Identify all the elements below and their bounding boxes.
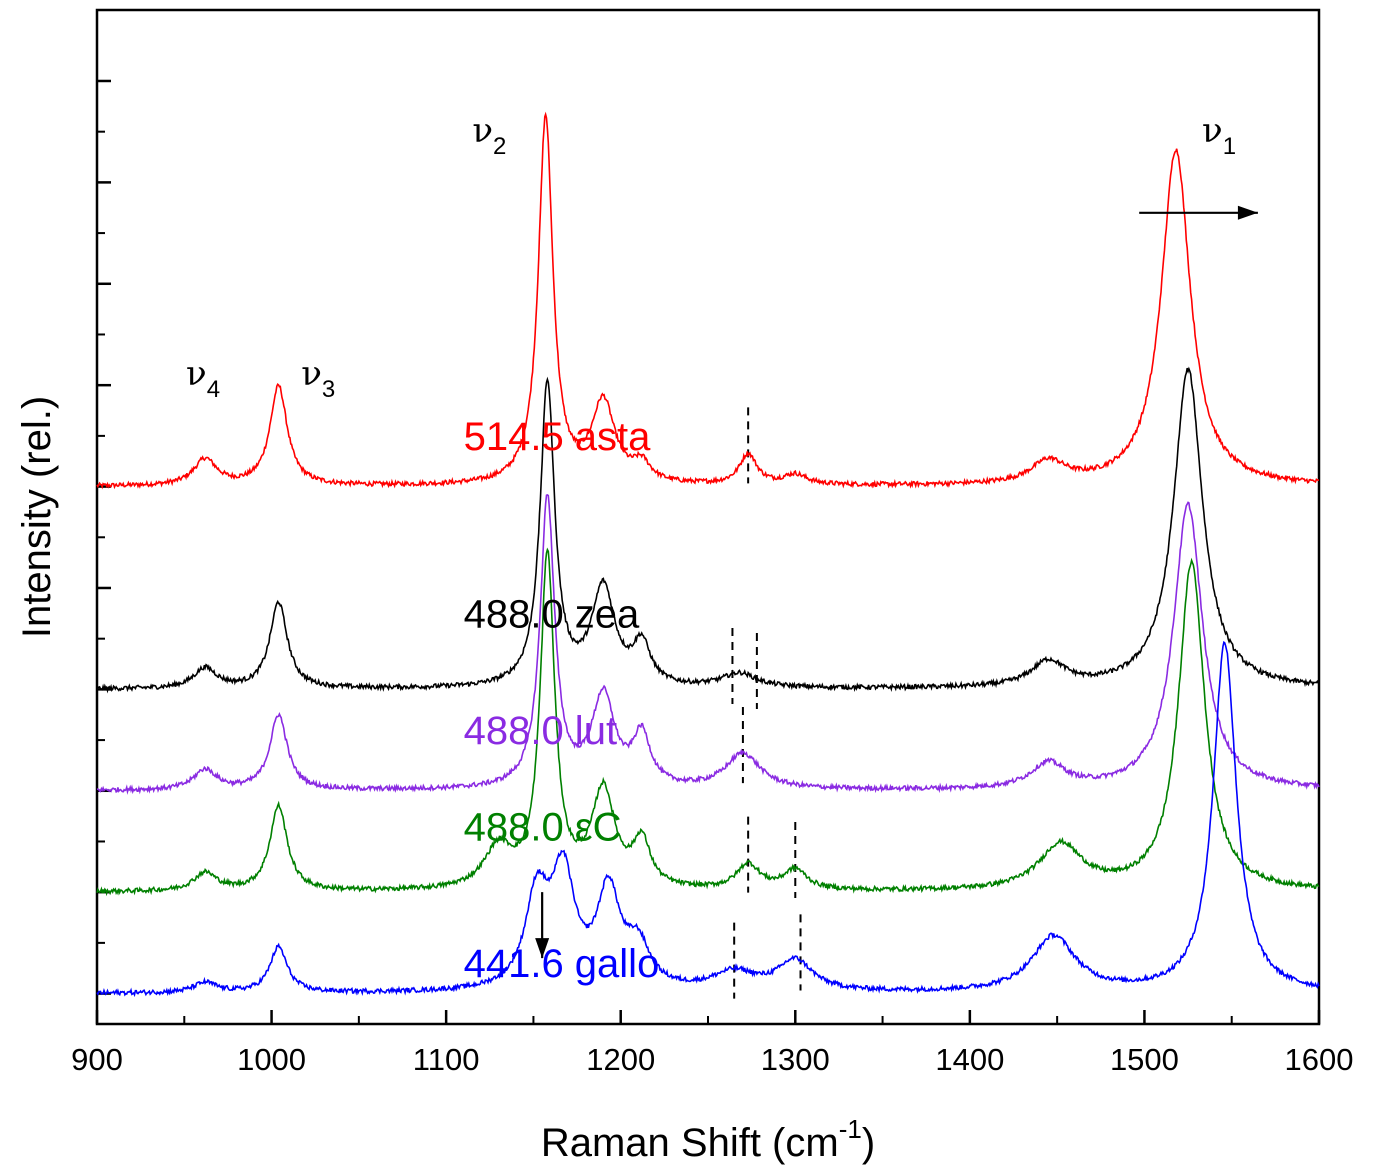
x-axis-title-main: Raman Shift (cm: [541, 1121, 839, 1165]
series-lines: [96, 111, 1320, 998]
x-tick-label-3: 1200: [586, 1042, 655, 1077]
series-label-1: 488.0 zea: [464, 592, 640, 636]
arrow-head-0: [535, 938, 550, 959]
dashed-markers: [731, 407, 802, 999]
mode-symbol-3: ν: [1202, 111, 1223, 151]
x-tick-label-4: 1300: [761, 1042, 830, 1077]
mode-sub-3: 1: [1223, 133, 1236, 160]
series-line-0: [96, 111, 1319, 490]
mode-label-3: ν1: [1202, 111, 1236, 160]
x-tick-labels: 900 1000 1100 1200 1300 1400 1500 1600: [71, 1042, 1353, 1077]
mode-symbol-1: ν: [301, 354, 322, 394]
series-labels: 514.5 asta 488.0 zea 488.0 lut 488.0 εC 441.…: [464, 415, 660, 986]
series-label-2: 488.0 lut: [464, 709, 617, 753]
series-line-2: [96, 494, 1320, 795]
mode-symbol-2: ν: [472, 111, 493, 151]
series-label-0: 514.5 asta: [464, 415, 652, 459]
y-axis-title: Intensity (rel.): [15, 396, 59, 638]
x-tick-label-1: 1000: [237, 1042, 306, 1077]
mode-sub-0: 4: [207, 376, 220, 403]
mode-label-0: ν4: [186, 354, 220, 403]
series-line-3: [96, 547, 1320, 897]
plot-frame: [95, 8, 1321, 1026]
x-tick-label-6: 1500: [1110, 1042, 1179, 1077]
mode-label-1: ν3: [301, 354, 335, 403]
x-tick-label-2: 1100: [413, 1042, 480, 1077]
x-tick-label-0: 900: [71, 1042, 123, 1077]
x-tick-label-7: 1600: [1285, 1042, 1354, 1077]
mode-label-2: ν2: [472, 111, 506, 160]
series-label-3: 488.0 εC: [464, 805, 622, 849]
x-axis-title-close: ): [862, 1121, 875, 1165]
annotation-arrows: [535, 205, 1258, 959]
mode-sub-1: 3: [322, 376, 335, 403]
x-axis-title: Raman Shift (cm-1): [541, 1114, 875, 1165]
mode-symbol-0: ν: [186, 354, 207, 394]
mode-sub-2: 2: [493, 133, 506, 160]
x-tick-label-5: 1400: [935, 1042, 1004, 1077]
series-line-4: [96, 640, 1320, 998]
arrow-head-1: [1237, 205, 1258, 220]
series-line-1: [96, 366, 1320, 694]
x-axis-title-sup: -1: [839, 1114, 862, 1144]
series-label-4: 441.6 gallo: [464, 942, 660, 986]
